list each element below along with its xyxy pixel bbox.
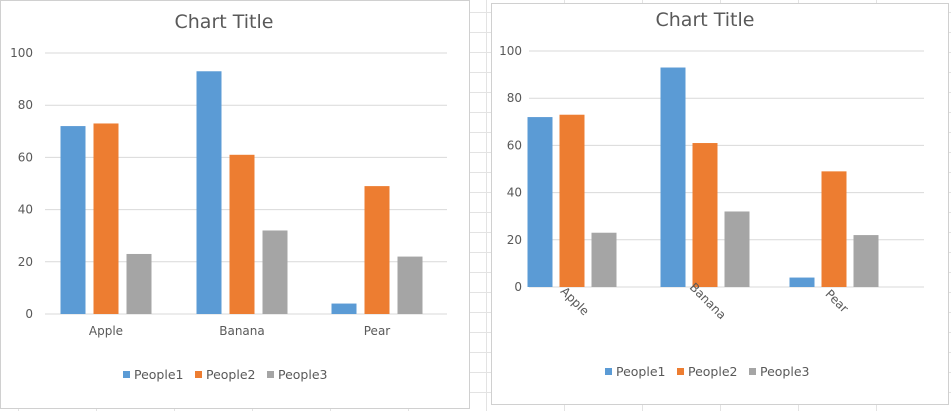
bar-people2-banana	[692, 143, 718, 287]
bar-people1-banana	[660, 67, 686, 287]
y-tick-label: 0	[25, 307, 33, 321]
legend-label: People1	[616, 364, 665, 379]
legend-swatch-people2	[677, 368, 684, 375]
bar-people2-banana	[229, 154, 255, 314]
category-label: Pear	[364, 324, 391, 338]
bar-people2-apple	[559, 114, 585, 287]
y-tick-label: 20	[18, 255, 33, 269]
chart-right[interactable]: Chart Title 0 20 40 60 80 100 Apple Banana Pear P…	[491, 3, 949, 405]
bar-people2-pear	[364, 186, 390, 314]
legend-label: People2	[206, 367, 255, 382]
y-tick-label: 60	[507, 138, 522, 152]
legend-label: People1	[134, 367, 183, 382]
chart-title[interactable]: Chart Title	[656, 9, 755, 31]
y-tick-label: 80	[507, 91, 522, 105]
category-label: Pear	[823, 287, 852, 316]
y-tick-label: 40	[507, 186, 522, 200]
legend-swatch-people3	[267, 371, 274, 378]
bar-people1-banana	[196, 71, 222, 315]
bar-people1-apple	[60, 126, 86, 314]
y-tick-label: 40	[18, 203, 33, 217]
y-tick-label: 20	[507, 233, 522, 247]
chart-title[interactable]: Chart Title	[175, 11, 274, 33]
bar-people2-apple	[93, 123, 119, 314]
bar-people3-apple	[591, 232, 617, 287]
legend-swatch-people3	[749, 368, 756, 375]
chart-left-svg: Chart Title 0 20 40 60 80 100 Apple Banana Pear P…	[10, 11, 447, 382]
legend-swatch-people1	[123, 371, 130, 378]
category-label: Apple	[558, 284, 592, 318]
legend-label: People3	[278, 367, 327, 382]
y-tick-label: 100	[10, 46, 33, 60]
bar-people3-banana	[724, 211, 750, 287]
category-label: Apple	[89, 324, 123, 338]
bar-people2-pear	[821, 171, 847, 287]
y-tick-label: 60	[18, 150, 33, 164]
y-tick-label: 0	[514, 280, 522, 294]
y-tick-label: 100	[499, 44, 522, 58]
y-tick-label: 80	[18, 98, 33, 112]
chart-left[interactable]: Chart Title 0 20 40 60 80 100 Apple Banana Pear P…	[0, 0, 470, 409]
bar-people1-apple	[527, 117, 553, 287]
legend-label: People3	[760, 364, 809, 379]
bar-people3-banana	[262, 230, 288, 314]
bar-people3-pear	[397, 256, 423, 314]
bar-people3-apple	[126, 253, 152, 314]
legend-label: People2	[688, 364, 737, 379]
category-label: Banana	[219, 324, 265, 338]
bar-people3-pear	[853, 235, 879, 287]
legend-swatch-people1	[605, 368, 612, 375]
legend-swatch-people2	[195, 371, 202, 378]
bar-people1-pear	[789, 277, 815, 287]
bar-people1-pear	[331, 303, 357, 314]
